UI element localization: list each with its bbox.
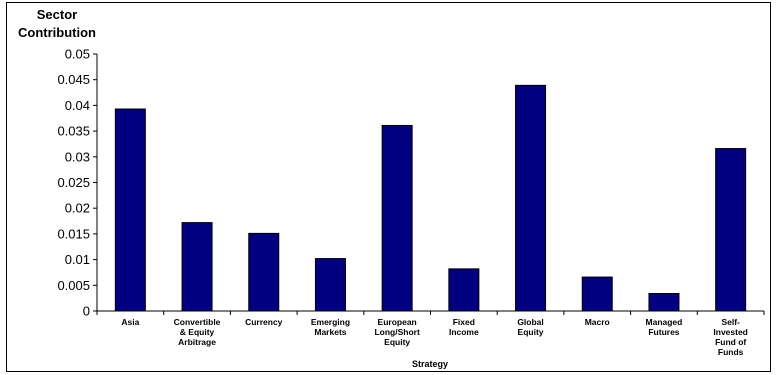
x-tick-label: Fixed bbox=[453, 317, 475, 327]
bar bbox=[181, 222, 213, 312]
x-tick-label: Managed bbox=[646, 317, 683, 327]
bar bbox=[581, 276, 613, 312]
bar bbox=[715, 148, 747, 312]
y-axis-label-line-2: Contribution bbox=[18, 25, 96, 40]
x-tick-label: Equity bbox=[384, 337, 410, 347]
y-tick-label: 0.03 bbox=[65, 149, 90, 164]
bar bbox=[114, 108, 146, 312]
x-tick-label: European bbox=[378, 317, 417, 327]
x-tick-label: Futures bbox=[648, 327, 679, 337]
x-tick-label: Markets bbox=[314, 327, 346, 337]
x-tick-label: & Equity bbox=[180, 327, 215, 337]
y-tick-label: 0.005 bbox=[57, 278, 90, 293]
plot-area: 0 0.005 0.01 0.015 0.02 0.025 0.03 0.035 0.04 0.0… bbox=[57, 47, 765, 357]
y-tick-label: 0.015 bbox=[57, 226, 90, 241]
x-tick-label: Emerging bbox=[311, 317, 350, 327]
x-tick-label: Fund of bbox=[715, 337, 746, 347]
x-tick-label: Convertible bbox=[174, 317, 221, 327]
x-tick-label: Income bbox=[449, 327, 479, 337]
bar bbox=[248, 232, 280, 312]
x-tick-label: Self- bbox=[721, 317, 740, 327]
x-tick-label: Funds bbox=[718, 347, 744, 357]
x-tick-label: Arbitrage bbox=[178, 337, 216, 347]
x-tick-label: Invested bbox=[713, 327, 748, 337]
bar bbox=[448, 268, 480, 312]
y-tick-label: 0.04 bbox=[65, 98, 90, 113]
x-tick-label: Long/Short bbox=[374, 327, 419, 337]
x-tick-label: Global bbox=[517, 317, 543, 327]
x-tick-label: Macro bbox=[585, 317, 610, 327]
y-axis-label-line-1: Sector bbox=[37, 7, 77, 22]
x-tick-label: Asia bbox=[121, 317, 139, 327]
bar bbox=[314, 258, 346, 312]
bar bbox=[515, 84, 547, 312]
y-tick-label: 0.045 bbox=[57, 72, 90, 87]
y-tick-label: 0.025 bbox=[57, 175, 90, 190]
x-tick-label: Currency bbox=[245, 317, 283, 327]
y-tick-label: 0.05 bbox=[65, 47, 90, 62]
x-axis-label: Strategy bbox=[412, 359, 448, 369]
bar bbox=[648, 293, 680, 312]
y-tick-label: 0.01 bbox=[65, 252, 90, 267]
x-tick-label: Equity bbox=[518, 327, 544, 337]
bar bbox=[381, 124, 413, 312]
y-tick-label: 0 bbox=[83, 304, 90, 319]
y-tick-label: 0.035 bbox=[57, 124, 90, 139]
y-tick-label: 0.02 bbox=[65, 201, 90, 216]
